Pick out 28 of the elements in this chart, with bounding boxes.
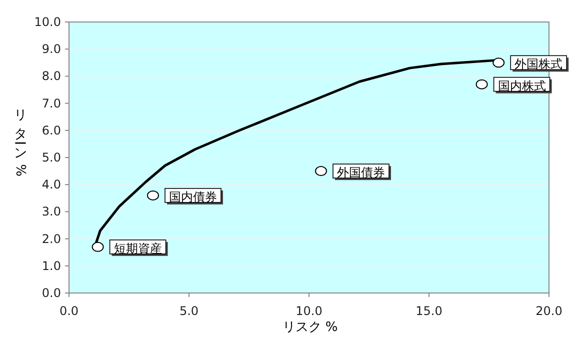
point: [147, 190, 159, 200]
y-tick-label: 10.0: [34, 15, 61, 29]
point: [92, 242, 104, 252]
x-tick-label: 15.0: [416, 304, 442, 318]
y-tick-label: 5.0: [42, 150, 61, 164]
y-tick-label: 7.0: [42, 96, 61, 110]
x-tick-label: 20.0: [536, 304, 562, 318]
point: [476, 79, 488, 90]
y-tick-label: 2.0: [42, 232, 61, 246]
annotation: 外国株式: [514, 57, 563, 72]
annotation: 外国債券: [337, 166, 385, 180]
annotation: 国内株式: [498, 78, 546, 93]
y-tick-label: 3.0: [42, 204, 61, 219]
annotation: 短期資産: [114, 241, 162, 256]
annotation: 国内債券: [169, 190, 217, 204]
y-tick-label: 9.0: [42, 42, 61, 56]
y-tick-label: 1.0: [42, 258, 61, 273]
y-axis-title: リターン %: [12, 100, 28, 180]
x-axis-title: リスク %: [282, 320, 338, 335]
y-tick-label: 6.0: [42, 123, 61, 138]
y-tick-label: 0.0: [42, 286, 61, 300]
point: [492, 58, 505, 68]
x-tick-label: 5.0: [179, 304, 199, 318]
y-tick-label: 4.0: [42, 178, 61, 192]
x-tick-label: 10.0: [296, 304, 322, 318]
point: [315, 166, 327, 176]
y-tick-label: 8.0: [42, 69, 61, 84]
x-tick-label: 0.0: [59, 304, 79, 318]
